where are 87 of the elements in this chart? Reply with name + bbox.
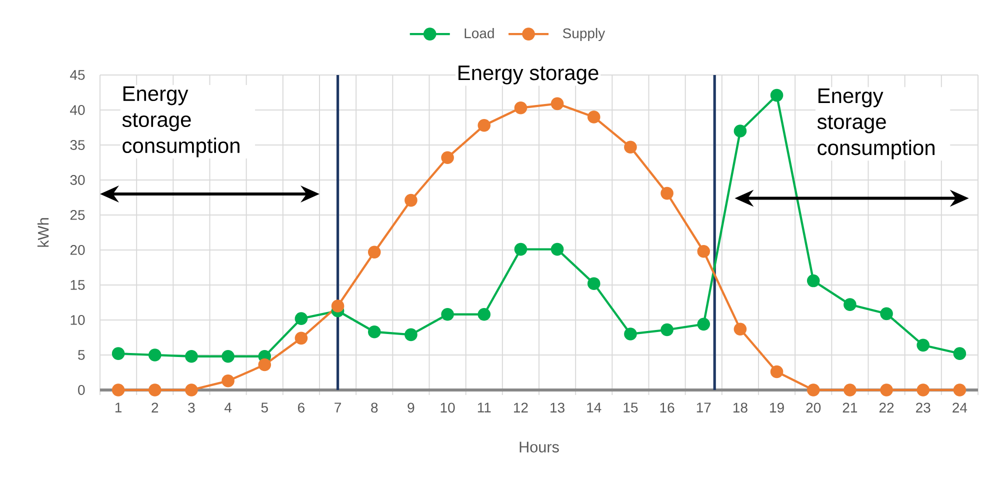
x-tick-label: 23 [916,402,930,413]
x-tick-label: 14 [587,402,602,412]
point [806,274,820,288]
legend-label: Load [464,28,494,38]
y-axis-title: kWh [37,218,49,247]
x-tick-label: 2 [152,402,158,412]
point [770,88,784,102]
point [404,194,418,207]
y-tick-label: 5 [78,350,85,360]
point [148,348,162,362]
point [697,318,710,331]
point [185,350,198,363]
point [404,328,418,342]
point [880,307,893,320]
x-tick-label: 19 [770,402,784,413]
y-tick-label: 30 [70,175,85,185]
point [368,325,381,338]
point [185,384,198,396]
point [514,242,528,256]
x-tick-label: 18 [733,402,748,413]
x-axis-title: Hours [520,442,559,452]
y-tick-label: 25 [70,210,85,220]
x-tick-label: 17 [696,402,711,412]
point [660,323,674,336]
y-tick-label: 15 [70,280,85,290]
x-tick-label: 6 [298,402,304,413]
point [953,384,966,396]
point [880,384,893,396]
point [660,186,674,200]
point [844,384,856,396]
point [258,358,272,372]
x-tick-label: 15 [624,402,638,412]
annotation: Energy storage consumption [122,86,240,158]
point [368,246,381,258]
point [734,322,747,336]
point [734,124,747,138]
point [770,365,784,378]
annotation: Energy storage [458,66,598,84]
point [112,384,125,396]
point [478,308,491,321]
point [478,118,491,132]
point [222,350,234,363]
point [148,384,162,396]
point [844,298,856,311]
point [441,151,454,164]
y-tick-label: 0 [78,385,85,395]
point [624,328,637,340]
x-tick-label: 8 [371,402,378,413]
point [331,300,344,312]
x-tick-label: 3 [188,402,195,413]
y-tick-label: 10 [70,315,85,325]
x-tick-label: 24 [952,402,968,412]
y-tick-label: 40 [70,105,85,115]
point [587,110,600,124]
x-tick-label: 1 [115,402,122,412]
point [806,384,820,396]
point [624,140,637,154]
point [550,97,564,110]
x-tick-label: 4 [224,402,232,412]
point [550,242,564,256]
point [222,374,234,388]
y-tick-label: 20 [70,245,85,255]
x-tick-label: 5 [261,402,268,412]
x-tick-label: 10 [440,402,455,413]
point [953,347,966,360]
point [587,277,600,290]
annotation: Energy storage consumption [817,88,934,160]
y-tick-label: 35 [70,140,85,150]
x-tick-label: 16 [660,402,674,413]
x-tick-label: 9 [408,402,414,413]
x-tick-label: 11 [478,402,491,412]
point [441,308,454,321]
x-tick-label: 13 [550,402,564,413]
point [916,384,930,396]
point [697,244,710,258]
point [112,347,125,360]
x-tick-label: 12 [514,402,528,412]
point [294,332,308,345]
x-tick-label: 22 [879,402,894,412]
legend-label: Supply [562,28,606,42]
x-tick-label: 21 [842,402,858,412]
x-tick-label: 20 [806,402,821,413]
point [916,338,930,352]
point [294,312,308,325]
y-tick-label: 45 [70,70,85,80]
x-tick-label: 7 [334,402,341,412]
point [514,101,528,114]
